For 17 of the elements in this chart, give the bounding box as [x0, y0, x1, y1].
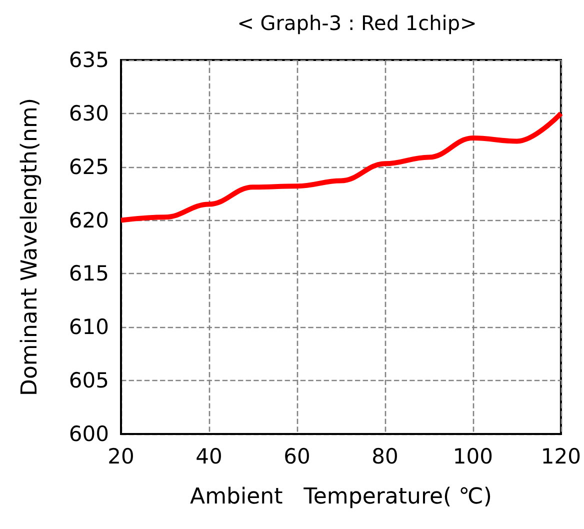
x-tick-label: 20	[108, 444, 134, 468]
y-tick-label: 600	[68, 422, 109, 446]
y-tick-label: 635	[68, 48, 109, 72]
x-tick-label: 120	[540, 444, 582, 468]
y-tick-label: 630	[68, 101, 109, 126]
x-axis-title: Ambient Temperature( ℃)	[190, 484, 492, 510]
y-axis-title: Dominant Wavelength(nm)	[18, 98, 42, 396]
y-tick-label: 605	[68, 368, 109, 393]
y-tick-label: 625	[68, 154, 109, 179]
x-tick-label: 40	[196, 444, 222, 468]
y-tick-label: 620	[68, 208, 109, 232]
x-tick-label: 60	[284, 444, 310, 468]
chart-title: < Graph-3 : Red 1chip>	[237, 11, 477, 35]
y-tick-label: 610	[68, 315, 109, 340]
x-tick-label: 80	[372, 444, 398, 468]
y-tick-label: 615	[68, 262, 109, 286]
x-tick-label: 100	[452, 444, 494, 468]
